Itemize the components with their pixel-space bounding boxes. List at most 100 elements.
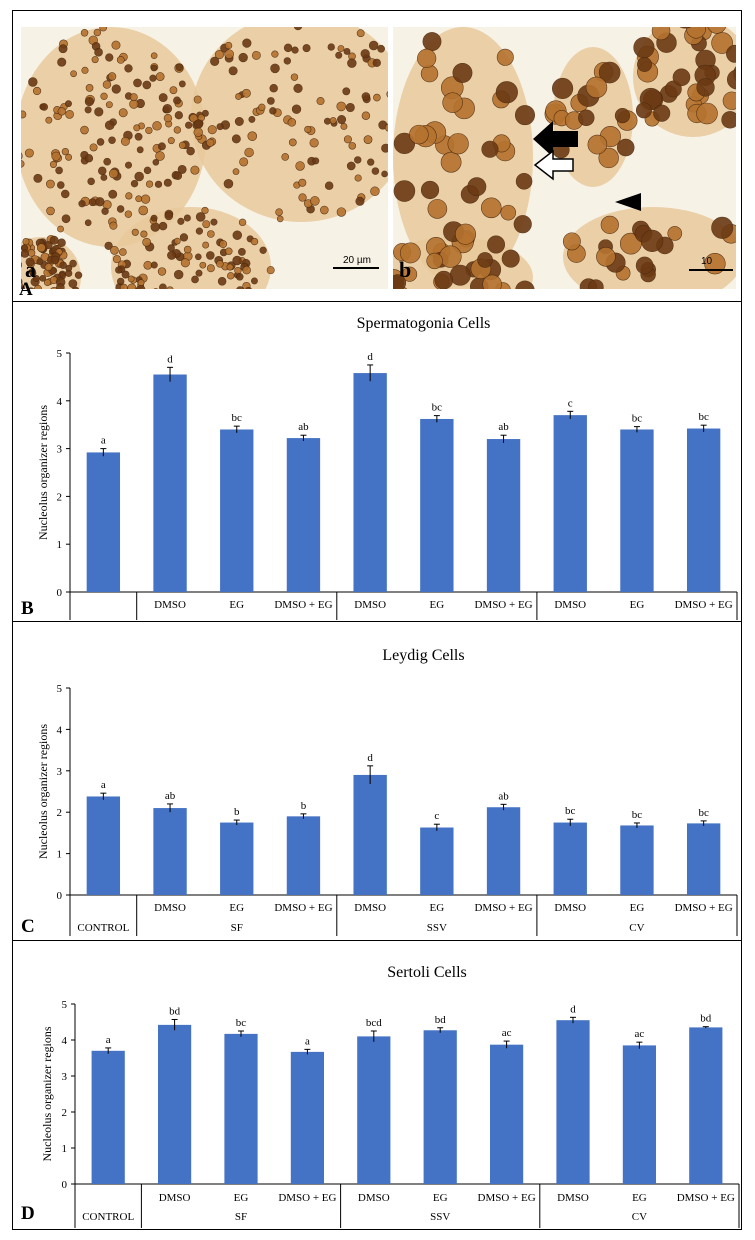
significance-letter: bc	[632, 413, 643, 425]
cell-nucleus	[183, 214, 191, 222]
cell-nucleus	[681, 27, 692, 29]
cell-nucleus	[439, 245, 462, 268]
y-tick-label: 2	[57, 807, 63, 819]
x-tick-label: DMSO + EG	[677, 1192, 735, 1204]
black-arrow	[533, 121, 578, 157]
cell-nucleus	[201, 109, 209, 117]
significance-letter: bc	[232, 412, 243, 424]
x-tick-label: DMSO	[358, 1192, 390, 1204]
significance-letter: bc	[236, 1017, 247, 1029]
cell-nucleus	[108, 189, 118, 199]
cell-nucleus	[98, 166, 107, 176]
cell-nucleus	[616, 138, 635, 157]
bar	[357, 1036, 391, 1184]
cell-nucleus	[417, 48, 437, 68]
cell-nucleus	[596, 247, 616, 267]
cell-nucleus	[481, 140, 499, 158]
cell-nucleus	[371, 167, 380, 175]
y-tick-label: 2	[57, 491, 63, 503]
cell-nucleus	[100, 92, 108, 100]
cell-nucleus	[686, 27, 706, 39]
scale-bar-b	[689, 269, 733, 271]
cell-nucleus	[637, 57, 652, 72]
bar	[622, 1045, 656, 1184]
bar	[553, 822, 587, 895]
bar	[86, 796, 121, 895]
significance-letter: bc	[698, 807, 709, 819]
significance-letter: c	[568, 397, 573, 409]
bar	[423, 1030, 457, 1184]
cell-nucleus	[150, 214, 158, 222]
cell-nucleus	[667, 226, 683, 241]
y-tick-label: 0	[57, 890, 63, 902]
cell-nucleus	[420, 64, 439, 83]
cell-nucleus	[269, 107, 277, 115]
cell-nucleus	[127, 275, 135, 283]
cell-nucleus	[381, 170, 388, 178]
cell-nucleus	[275, 208, 283, 216]
y-axis-label: Nucleolus organizer regions	[36, 724, 50, 859]
x-tick-label: DMSO + EG	[675, 599, 733, 611]
cell-nucleus	[234, 117, 244, 126]
cell-nucleus	[386, 91, 388, 98]
cell-nucleus	[477, 252, 493, 268]
significance-letter: d	[367, 752, 373, 764]
cell-nucleus	[323, 117, 331, 125]
x-tick-label: DMSO	[354, 599, 386, 611]
cell-nucleus	[370, 186, 380, 197]
arrowhead	[615, 193, 641, 211]
y-tick-label: 1	[57, 849, 63, 861]
chart-leydig: Leydig Cells Nucleolus organizer regions 0…	[36, 647, 738, 936]
cell-nucleus	[173, 96, 181, 105]
cell-nucleus	[202, 241, 210, 249]
cell-nucleus	[269, 84, 278, 93]
cell-nucleus	[177, 164, 187, 174]
cell-nucleus	[552, 77, 574, 100]
cell-nucleus	[143, 166, 152, 175]
cell-nucleus	[69, 259, 77, 268]
panel-divider	[13, 621, 741, 622]
bar	[86, 452, 121, 592]
cell-nucleus	[324, 181, 334, 190]
cell-nucleus	[118, 108, 128, 118]
scale-bar-a	[333, 267, 379, 269]
cell-nucleus	[585, 76, 608, 99]
cell-nucleus	[108, 168, 119, 179]
cell-nucleus	[102, 80, 112, 89]
cell-nucleus	[377, 44, 385, 53]
cell-nucleus	[336, 207, 347, 217]
cell-nucleus	[455, 223, 477, 245]
cell-nucleus	[337, 45, 345, 52]
cell-nucleus	[513, 215, 532, 234]
cell-nucleus	[149, 74, 157, 82]
cell-nucleus	[298, 193, 307, 202]
cell-nucleus	[24, 148, 34, 158]
cell-nucleus	[99, 27, 108, 32]
cell-nucleus	[356, 29, 365, 38]
cell-nucleus	[271, 50, 279, 58]
cell-nucleus	[36, 243, 46, 253]
cell-nucleus	[193, 127, 203, 137]
bar	[486, 439, 521, 592]
cell-nucleus	[74, 271, 83, 279]
cell-nucleus	[293, 27, 303, 31]
x-tick-label: DMSO + EG	[478, 1192, 536, 1204]
significance-letter: bc	[632, 809, 643, 821]
bar	[286, 816, 321, 895]
x-tick-label: DMSO	[154, 902, 186, 914]
cell-nucleus	[704, 252, 726, 275]
cell-nucleus	[61, 214, 71, 224]
cell-nucleus	[281, 153, 290, 161]
cell-nucleus	[452, 62, 473, 83]
cell-nucleus	[409, 124, 429, 145]
cell-nucleus	[711, 32, 733, 54]
significance-letter: ab	[165, 790, 176, 802]
cell-nucleus	[232, 230, 243, 240]
cell-nucleus	[142, 80, 152, 90]
cell-nucleus	[515, 280, 535, 289]
bar	[220, 822, 254, 895]
group-label: CONTROL	[77, 922, 129, 934]
cell-nucleus	[342, 87, 351, 96]
cell-nucleus	[65, 100, 72, 108]
x-tick-label: DMSO	[154, 599, 186, 611]
